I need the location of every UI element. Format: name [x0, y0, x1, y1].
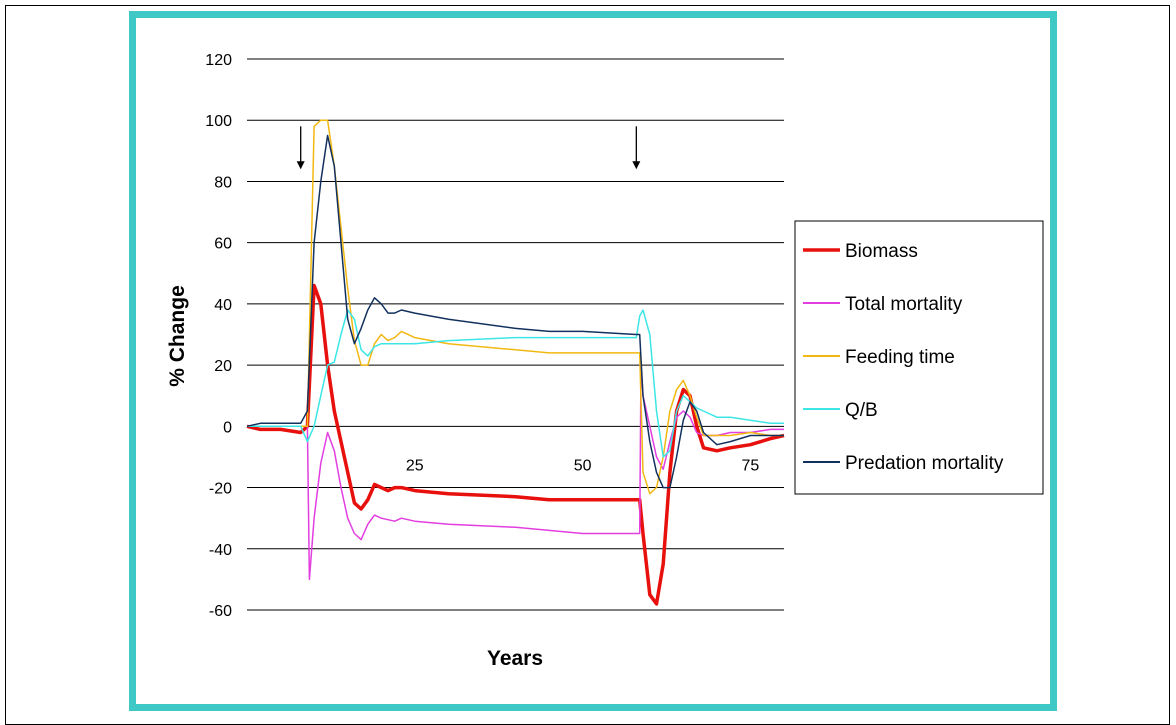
legend-label: Biomass — [845, 241, 918, 262]
y-tick-label: 60 — [214, 236, 232, 253]
legend-item: Biomass — [803, 241, 918, 262]
line-chart: 120 100 80 60 40 20 0 -20 -40 -60 25 50 75 % Change… — [166, 52, 1044, 670]
legend-label: Predation mortality — [845, 453, 1004, 474]
y-tick-label: 40 — [214, 297, 232, 314]
legend-box — [794, 220, 1044, 495]
y-axis-title: % Change — [166, 285, 189, 387]
series-line-4 — [246, 134, 784, 489]
y-tick-label: -60 — [209, 603, 232, 620]
x-tick-label: 25 — [406, 457, 424, 474]
legend-item: Q/B — [803, 400, 878, 421]
legend-item: Feeding time — [803, 347, 955, 368]
legend-item: Predation mortality — [803, 453, 1004, 474]
grid-lines — [247, 58, 784, 611]
legend-label: Q/B — [845, 400, 878, 421]
x-axis-ticks: 25 50 75 — [406, 457, 760, 474]
x-tick-label: 75 — [742, 457, 760, 474]
series-line-2 — [247, 119, 784, 495]
series-lines — [246, 119, 785, 606]
down-arrow-icon — [632, 126, 641, 170]
x-axis-title: Years — [487, 647, 543, 670]
annotation-arrows — [296, 126, 641, 170]
series-line-0 — [246, 283, 785, 606]
y-tick-label: -40 — [209, 542, 232, 559]
x-tick-label: 50 — [574, 457, 592, 474]
y-tick-label: 80 — [214, 174, 232, 191]
legend-label: Total mortality — [845, 294, 963, 315]
legend-item: Total mortality — [803, 294, 963, 315]
down-arrow-icon — [296, 126, 305, 170]
legend-label: Feeding time — [845, 347, 955, 368]
y-axis-ticks: 120 100 80 60 40 20 0 -20 -40 -60 — [205, 52, 232, 620]
chart-frame — [129, 11, 1057, 711]
legend: Biomass Total mortality Feeding time Q/B Pre… — [794, 220, 1044, 495]
y-tick-label: 100 — [205, 113, 232, 130]
series-line-1 — [247, 364, 784, 581]
series-line-3 — [247, 309, 784, 458]
y-tick-label: -20 — [209, 481, 232, 498]
y-tick-label: 20 — [214, 358, 232, 375]
y-tick-label: 0 — [223, 419, 232, 436]
y-tick-label: 120 — [205, 52, 232, 69]
